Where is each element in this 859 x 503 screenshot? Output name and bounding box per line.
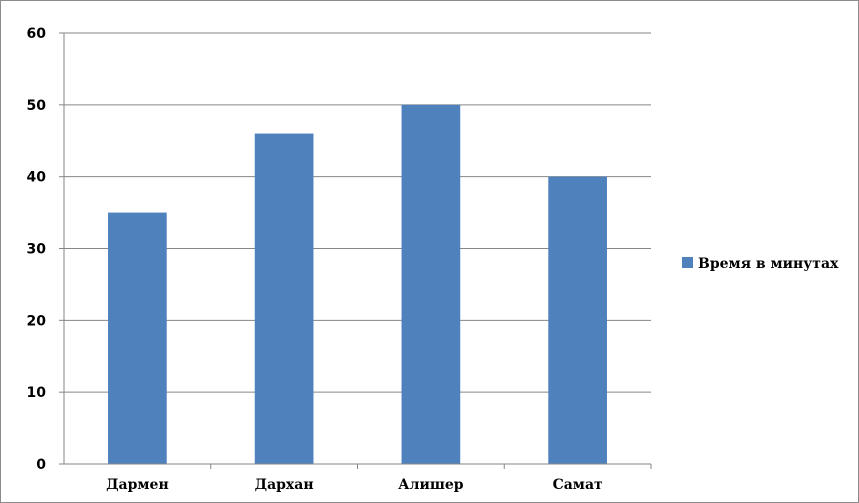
bar [108,212,167,464]
x-tick-label: Дармен [106,477,169,493]
legend-label: Время в минутах [698,256,839,272]
y-tick-label: 20 [27,313,47,329]
y-tick-label: 60 [27,26,47,42]
bar [254,133,314,465]
x-tick-label: Алишер [398,477,464,493]
x-axis-tick-labels: Дармен Дархан Алишер Самат [106,477,603,493]
bar [548,176,607,464]
legend: Время в минутах [682,256,839,272]
legend-swatch [682,257,693,268]
bar [401,104,461,464]
y-axis-tick-labels: 0 10 20 30 40 50 60 [27,26,47,473]
axes [59,32,652,469]
x-tick-label: Самат [553,477,603,493]
y-tick-label: 0 [36,457,46,473]
x-tick-label: Дархан [255,477,314,493]
y-tick-label: 10 [27,385,47,401]
y-tick-label: 40 [27,170,47,186]
bars [108,104,607,465]
y-tick-label: 30 [27,242,47,258]
y-tick-label: 50 [27,98,47,114]
